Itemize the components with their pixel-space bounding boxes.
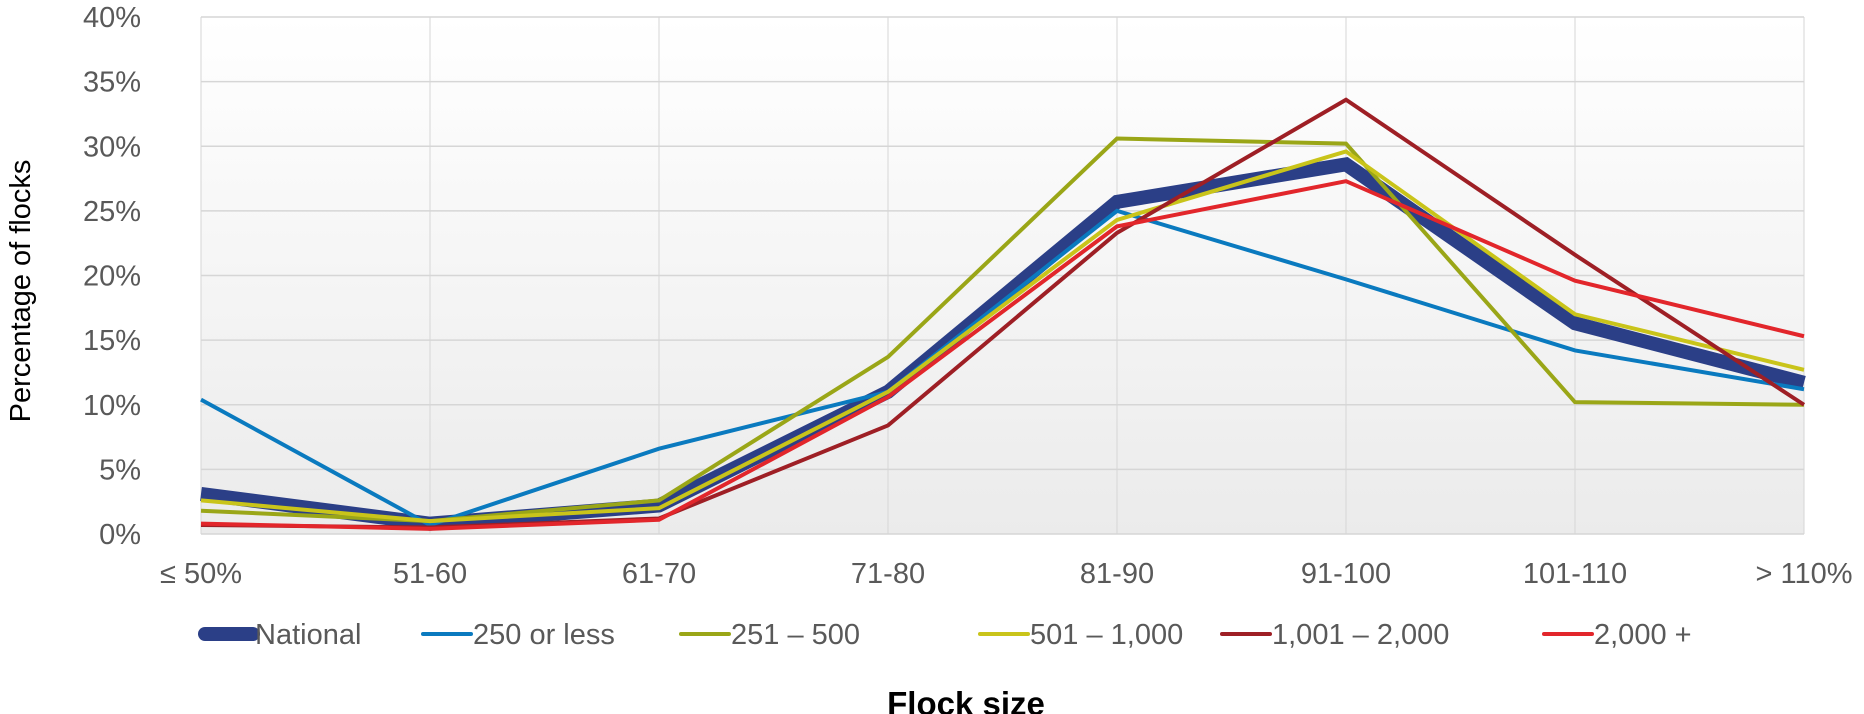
y-tick-label: 35%	[83, 67, 141, 99]
series-layer	[200, 97, 1806, 531]
y-tick-label: 0%	[99, 519, 141, 551]
legend-label: 250 or less	[473, 619, 615, 651]
series-line	[200, 149, 1805, 524]
series-line	[200, 208, 1805, 528]
y-tick-label: 5%	[99, 454, 141, 486]
y-tick-label: 10%	[83, 390, 141, 422]
legend-label: National	[255, 619, 361, 651]
y-tick-label: 40%	[83, 2, 141, 34]
x-tick-label: 91-100	[1301, 558, 1391, 590]
x-tick-label: ≤ 50%	[160, 558, 242, 590]
y-tick-label: 20%	[83, 261, 141, 293]
x-tick-label: 81-90	[1080, 558, 1154, 590]
x-tick-labels: ≤ 50% 51-60 61-70 71-80 81-90 91-100 101-110 > …	[160, 558, 1853, 590]
legend-label: 251 – 500	[731, 619, 860, 651]
legend-label: 501 – 1,000	[1030, 619, 1183, 651]
x-tick-label: 61-70	[622, 558, 696, 590]
y-axis-title: Percentage of flocks	[5, 160, 37, 423]
x-tick-label: 71-80	[851, 558, 925, 590]
x-tick-label: > 110%	[1755, 558, 1852, 590]
y-tick-label: 15%	[83, 325, 141, 357]
series-line	[200, 179, 1805, 531]
x-tick-label: 101-110	[1523, 558, 1627, 590]
legend-label: 2,000 +	[1594, 619, 1692, 651]
x-tick-label: 51-60	[393, 558, 467, 590]
x-axis-title: Flock size	[887, 685, 1045, 714]
legend: National 250 or less 251 – 500 501 – 1,000 1…	[198, 619, 1692, 651]
y-tick-label: 30%	[83, 131, 141, 163]
y-tick-label: 25%	[83, 196, 141, 228]
y-tick-labels: 0% 5% 10% 15% 20% 25% 30% 35% 40%	[83, 2, 141, 551]
horizontal-gridlines	[201, 16, 1804, 535]
legend-label: 1,001 – 2,000	[1272, 619, 1449, 651]
